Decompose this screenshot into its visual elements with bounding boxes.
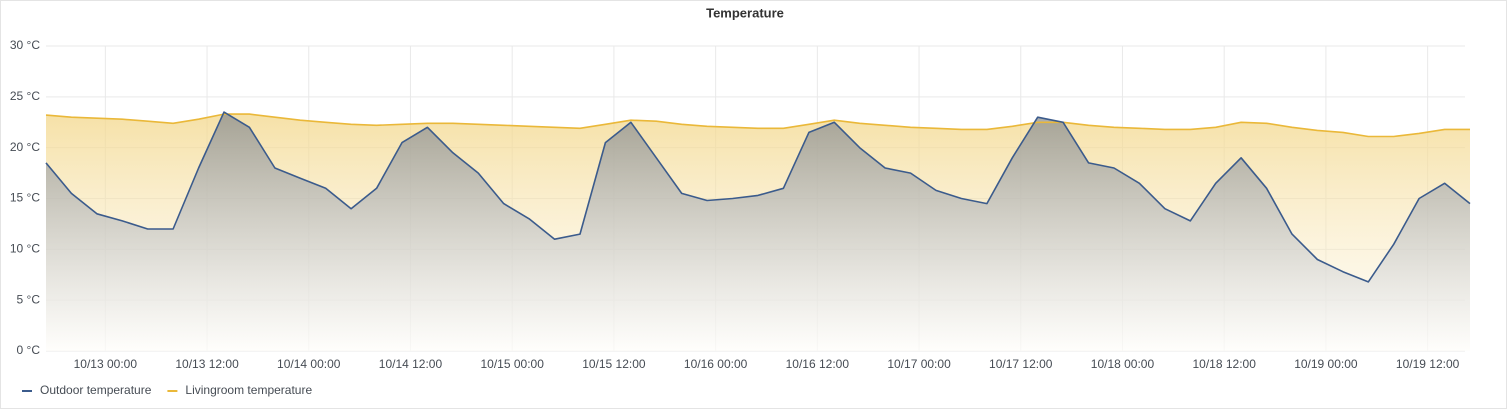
labels: 0 °C 5 °C 10 °C 15 °C 20 °C 25 °C 30 °C 10/13 0… bbox=[10, 38, 1460, 397]
x-tick-label: 10/17 00:00 bbox=[887, 357, 951, 371]
x-tick-label: 10/16 00:00 bbox=[684, 357, 748, 371]
lines bbox=[45, 111, 1471, 283]
x-tick-label: 10/17 12:00 bbox=[989, 357, 1053, 371]
x-tick-label: 10/13 00:00 bbox=[74, 357, 138, 371]
x-tick-label: 10/14 00:00 bbox=[277, 357, 341, 371]
x-tick-label: 10/18 12:00 bbox=[1192, 357, 1256, 371]
y-tick-label: 5 °C bbox=[17, 292, 41, 306]
areas bbox=[46, 112, 1470, 351]
line bbox=[45, 113, 1470, 138]
y-tick-label: 25 °C bbox=[10, 89, 40, 103]
area bbox=[46, 112, 1470, 351]
x-tick-label: 10/16 12:00 bbox=[786, 357, 850, 371]
x-tick-label: 10/18 00:00 bbox=[1091, 357, 1155, 371]
legend-label: Outdoor temperature bbox=[40, 383, 152, 397]
y-tick-label: 30 °C bbox=[10, 38, 40, 52]
x-tick-label: 10/14 12:00 bbox=[379, 357, 443, 371]
y-tick-label: 10 °C bbox=[10, 242, 40, 256]
y-tick-label: 20 °C bbox=[10, 140, 40, 154]
y-tick-label: 15 °C bbox=[10, 191, 40, 205]
x-tick-label: 10/19 12:00 bbox=[1396, 357, 1460, 371]
x-tick-label: 10/15 00:00 bbox=[480, 357, 544, 371]
x-tick-label: 10/13 12:00 bbox=[175, 357, 239, 371]
x-tick-label: 10/19 00:00 bbox=[1294, 357, 1358, 371]
legend-label: Livingroom temperature bbox=[185, 383, 312, 397]
chart-title: Temperature bbox=[706, 5, 784, 20]
y-tick-label: 0 °C bbox=[17, 343, 41, 357]
line bbox=[45, 111, 1471, 283]
x-tick-label: 10/15 12:00 bbox=[582, 357, 646, 371]
